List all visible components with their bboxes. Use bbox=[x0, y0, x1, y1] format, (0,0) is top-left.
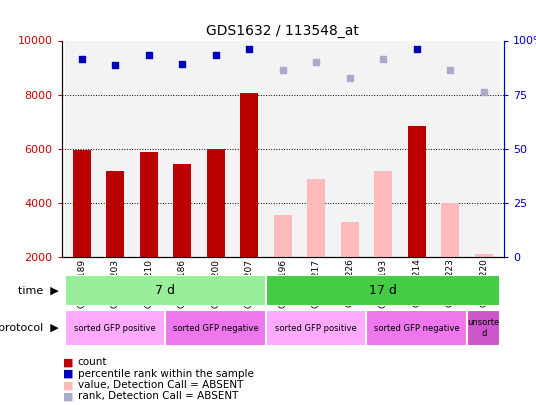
Bar bbox=[173, 164, 191, 257]
Bar bbox=[467, 310, 501, 346]
Text: sorted GFP negative: sorted GFP negative bbox=[173, 324, 258, 333]
Bar bbox=[434, 40, 467, 257]
Bar bbox=[266, 310, 367, 346]
Point bbox=[78, 56, 86, 63]
Point bbox=[312, 59, 321, 66]
Text: protocol  ▶: protocol ▶ bbox=[0, 323, 59, 333]
Bar bbox=[240, 93, 258, 257]
Bar bbox=[374, 171, 392, 257]
Bar bbox=[65, 275, 266, 306]
Bar bbox=[199, 40, 233, 257]
Bar bbox=[266, 40, 300, 257]
Point bbox=[111, 62, 120, 68]
Bar bbox=[139, 151, 158, 257]
Bar bbox=[340, 222, 359, 257]
Bar bbox=[166, 40, 199, 257]
Point bbox=[479, 89, 488, 95]
Bar bbox=[233, 40, 266, 257]
Bar bbox=[65, 310, 166, 346]
Text: 17 d: 17 d bbox=[369, 284, 397, 297]
Point bbox=[379, 56, 388, 63]
Point bbox=[145, 52, 153, 59]
Title: GDS1632 / 113548_at: GDS1632 / 113548_at bbox=[206, 24, 359, 38]
Bar bbox=[99, 40, 132, 257]
Bar bbox=[333, 40, 367, 257]
Point bbox=[446, 67, 455, 74]
Text: percentile rank within the sample: percentile rank within the sample bbox=[78, 369, 254, 379]
Bar bbox=[407, 126, 426, 257]
Bar bbox=[72, 150, 91, 257]
Text: ■: ■ bbox=[63, 358, 74, 367]
Bar bbox=[266, 275, 501, 306]
Point bbox=[211, 52, 220, 59]
Text: time  ▶: time ▶ bbox=[18, 286, 59, 296]
Point bbox=[279, 67, 287, 74]
Point bbox=[345, 75, 354, 82]
Point bbox=[178, 60, 187, 67]
Bar bbox=[300, 40, 333, 257]
Bar bbox=[132, 40, 166, 257]
Text: rank, Detection Call = ABSENT: rank, Detection Call = ABSENT bbox=[78, 392, 238, 401]
Bar bbox=[65, 40, 99, 257]
Point bbox=[245, 45, 254, 52]
Text: ■: ■ bbox=[63, 392, 74, 401]
Text: sorted GFP negative: sorted GFP negative bbox=[374, 324, 459, 333]
Bar bbox=[307, 179, 325, 257]
Bar bbox=[400, 40, 434, 257]
Bar bbox=[474, 254, 493, 257]
Text: sorted GFP positive: sorted GFP positive bbox=[276, 324, 357, 333]
Bar bbox=[367, 40, 400, 257]
Bar bbox=[367, 310, 467, 346]
Bar bbox=[206, 149, 225, 257]
Text: value, Detection Call = ABSENT: value, Detection Call = ABSENT bbox=[78, 380, 243, 390]
Text: 7 d: 7 d bbox=[155, 284, 175, 297]
Text: unsorte
d: unsorte d bbox=[467, 318, 500, 338]
Text: ■: ■ bbox=[63, 369, 74, 379]
Bar bbox=[106, 171, 124, 257]
Point bbox=[413, 45, 421, 52]
Bar bbox=[166, 310, 266, 346]
Text: count: count bbox=[78, 358, 107, 367]
Text: sorted GFP positive: sorted GFP positive bbox=[75, 324, 156, 333]
Bar bbox=[273, 215, 292, 257]
Bar bbox=[441, 203, 459, 257]
Bar bbox=[467, 40, 501, 257]
Text: ■: ■ bbox=[63, 380, 74, 390]
